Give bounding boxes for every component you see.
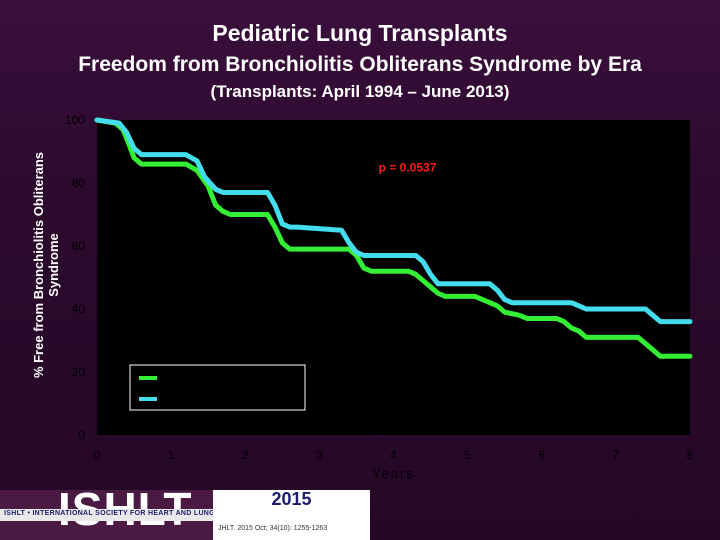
society-name: ISHLT • INTERNATIONAL SOCIETY FOR HEART … — [4, 510, 290, 517]
slide-title: Pediatric Lung Transplants — [212, 20, 508, 46]
x-tick-label: 0 — [94, 448, 101, 462]
publication-year: 2015 — [271, 489, 312, 509]
x-axis-label: Years — [372, 466, 415, 481]
x-tick-label: 4 — [390, 448, 397, 462]
slide-date-range: (Transplants: April 1994 – June 2013) — [210, 82, 510, 101]
x-tick-label: 6 — [538, 448, 545, 462]
survival-curve-1 — [94, 117, 693, 359]
p-value-annotation: p = 0.0537 — [379, 160, 437, 174]
x-tick-label: 1 — [168, 448, 175, 462]
y-tick-label: 60 — [72, 239, 86, 253]
x-tick-label: 7 — [613, 448, 620, 462]
slide-subtitle: Freedom from Bronchiolitis Obliterans Sy… — [78, 53, 642, 76]
x-tick-label: 2 — [242, 448, 249, 462]
legend-box — [129, 364, 306, 411]
y-tick-label: 40 — [72, 302, 86, 316]
y-tick-label: 0 — [78, 428, 85, 442]
y-tick-label: 100 — [65, 113, 85, 127]
survival-curve-2 — [94, 117, 693, 325]
y-tick-label: 20 — [72, 365, 86, 379]
x-tick-label: 8 — [687, 448, 694, 462]
y-tick-label: 80 — [72, 176, 86, 190]
x-tick-label: 3 — [316, 448, 323, 462]
survival-chart: 0 20 40 60 80 100 0 1 2 3 4 5 6 7 8 p = 0.0537 Years — [65, 113, 694, 481]
citation: JHLT. 2015 Oct; 34(10): 1255-1263 — [218, 525, 328, 532]
x-tick-label: 5 — [464, 448, 471, 462]
year-panel — [213, 490, 370, 540]
